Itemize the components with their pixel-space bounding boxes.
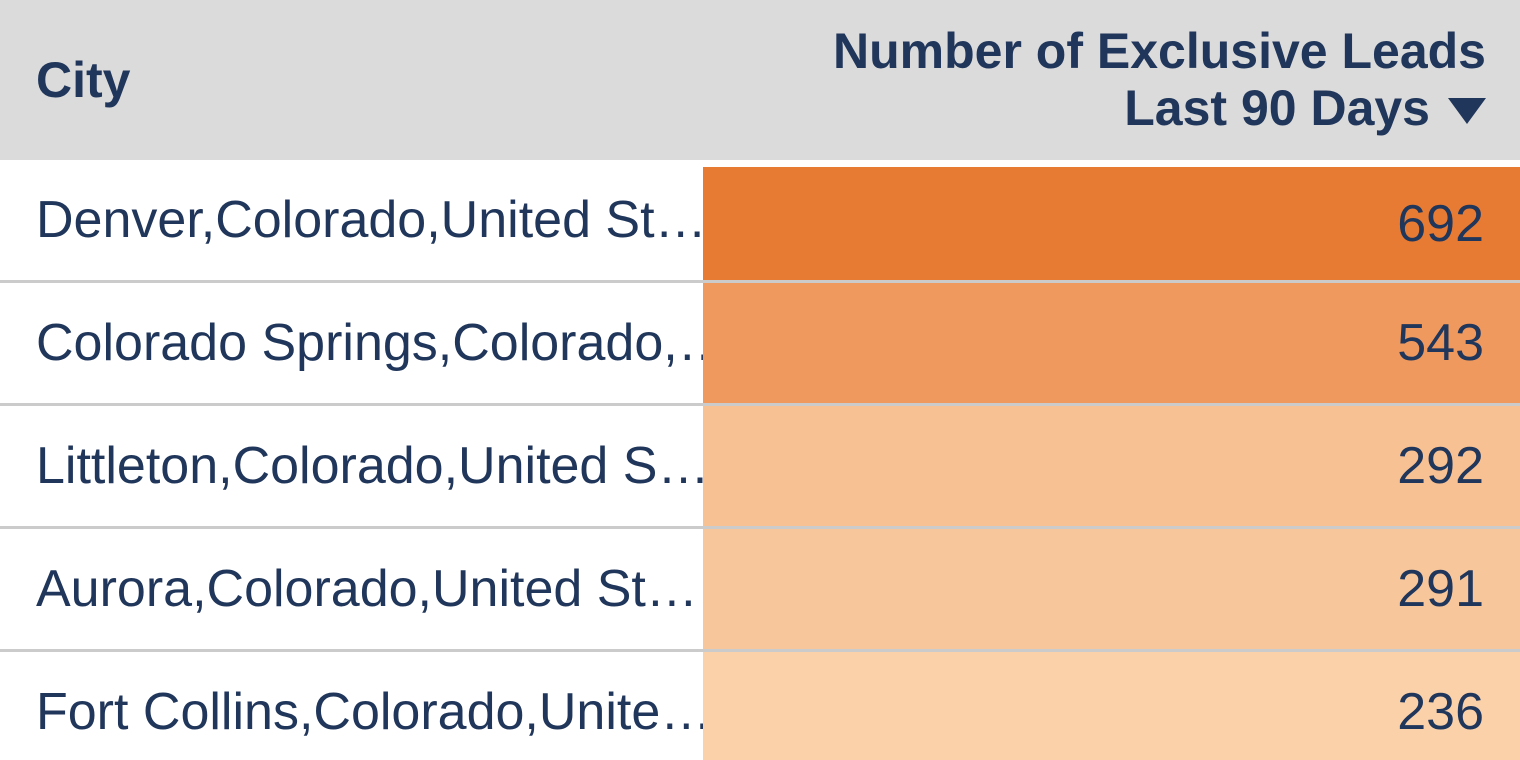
column-header-leads[interactable]: Number of Exclusive Leads Last 90 Days: [703, 0, 1520, 160]
column-header-leads-line2-text: Last 90 Days: [1124, 80, 1430, 136]
column-header-leads-line2: Last 90 Days: [1124, 80, 1486, 137]
leads-value-cell: 236: [703, 652, 1520, 760]
column-header-city[interactable]: City: [36, 52, 131, 108]
city-cell: Aurora,Colorado,United St…: [36, 560, 698, 618]
city-cell: Denver,Colorado,United St…: [36, 191, 703, 249]
table-row[interactable]: Fort Collins,Colorado,Unite… 236: [0, 649, 1520, 760]
leads-value-cell: 543: [703, 283, 1520, 403]
city-cell: Littleton,Colorado,United S…: [36, 437, 703, 495]
table-row[interactable]: Littleton,Colorado,United S… 292: [0, 403, 1520, 526]
city-cell: Colorado Springs,Colorado,…: [36, 314, 703, 372]
leads-value-cell: 292: [703, 406, 1520, 526]
table-header-row: City Number of Exclusive Leads Last 90 D…: [0, 0, 1520, 160]
city-cell: Fort Collins,Colorado,Unite…: [36, 683, 703, 741]
leads-value-cell: 692: [703, 160, 1520, 280]
table-row[interactable]: Colorado Springs,Colorado,… 543: [0, 280, 1520, 403]
sort-descending-icon[interactable]: [1448, 97, 1486, 124]
column-header-leads-line1: Number of Exclusive Leads: [832, 23, 1486, 79]
leads-value-cell: 291: [703, 529, 1520, 649]
table-row[interactable]: Aurora,Colorado,United St… 291: [0, 526, 1520, 649]
table-row[interactable]: Denver,Colorado,United St… 692: [0, 160, 1520, 280]
